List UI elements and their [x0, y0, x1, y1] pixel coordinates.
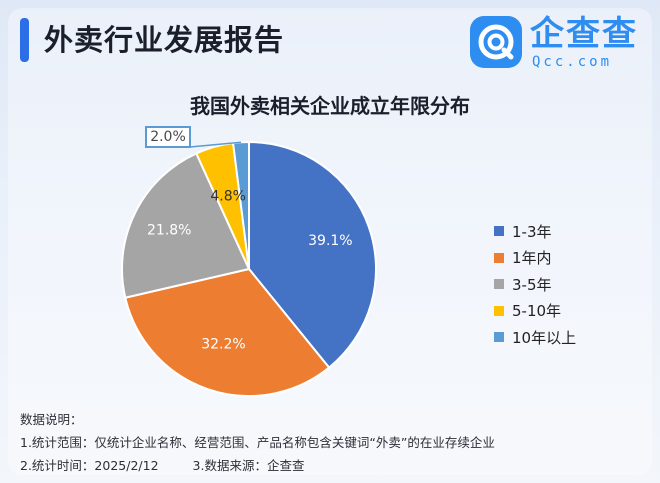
data-notes: 数据说明： 1.统计范围：仅统计企业名称、经营范围、产品名称包含关键词“外卖”的… — [20, 408, 495, 477]
brand-domain: Qcc.com — [532, 54, 613, 70]
notes-heading: 数据说明： — [20, 412, 83, 427]
data-label: 4.8% — [210, 189, 246, 205]
qcc-logo-icon — [470, 16, 522, 68]
legend-label: 1年内 — [512, 249, 552, 268]
legend-swatch — [494, 332, 504, 343]
pie-slice — [124, 267, 331, 397]
legend-swatch — [494, 226, 504, 237]
pie-slice — [121, 152, 251, 299]
notes-time-source: 2.统计时间：2025/2/12 3.数据来源：企查查 — [20, 454, 495, 477]
data-label: 32.2% — [201, 336, 245, 352]
pie-slice — [248, 140, 377, 369]
brand-name: 企查查 — [530, 14, 638, 54]
data-label: 39.1% — [308, 233, 352, 249]
legend-swatch — [494, 305, 504, 316]
legend-item: 10年以上 — [494, 324, 576, 351]
legend-swatch — [494, 279, 504, 290]
legend-label: 1-3年 — [512, 222, 552, 241]
legend-item: 3-5年 — [494, 271, 576, 298]
legend-item: 5-10年 — [494, 298, 576, 325]
legend-item: 1-3年 — [494, 218, 576, 245]
legend-item: 1年内 — [494, 245, 576, 272]
notes-scope: 1.统计范围：仅统计企业名称、经营范围、产品名称包含关键词“外卖”的在业存续企业 — [20, 435, 495, 450]
legend-label: 10年以上 — [512, 328, 577, 347]
legend-swatch — [494, 252, 504, 263]
data-label-box — [145, 126, 191, 148]
chart-title: 我国外卖相关企业成立年限分布 — [190, 94, 470, 118]
legend-label: 3-5年 — [512, 275, 552, 294]
notes-source: 3.数据来源：企查查 — [192, 458, 305, 473]
data-label: 21.8% — [147, 223, 191, 239]
report-title: 外卖行业发展报告 — [44, 23, 285, 57]
notes-time: 2.统计时间：2025/2/12 — [20, 458, 159, 473]
chart-legend: 1-3年 1年内 3-5年 5-10年 10年以上 — [494, 218, 576, 351]
legend-label: 5-10年 — [512, 302, 562, 321]
data-label-leader — [189, 141, 242, 148]
brand-block: 企查查 Qcc.com — [470, 14, 640, 70]
data-label: 2.0% — [150, 129, 186, 145]
title-accent-bar — [20, 18, 29, 62]
